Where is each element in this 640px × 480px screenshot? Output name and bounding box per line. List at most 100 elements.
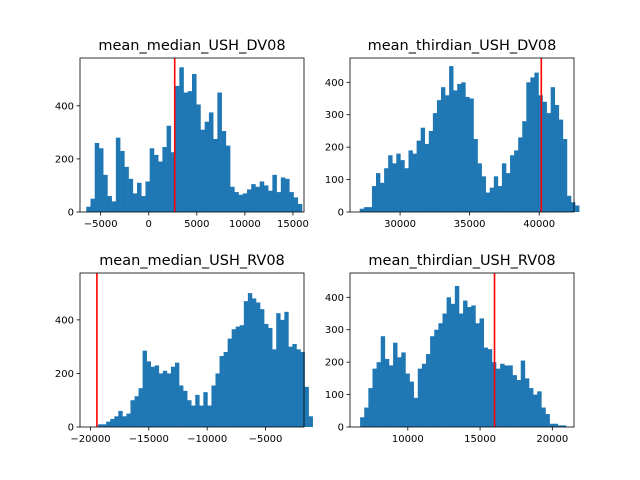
histogram-bar	[360, 417, 365, 427]
histogram-bar	[512, 375, 517, 427]
histogram-bar	[508, 365, 513, 427]
histogram-bar	[438, 323, 443, 427]
histogram-bar	[215, 373, 220, 427]
histogram-bar	[516, 379, 522, 427]
histogram-bar	[575, 205, 580, 212]
histogram-bar	[111, 201, 117, 212]
histogram-bar	[296, 349, 301, 427]
histogram-bar	[450, 303, 456, 427]
histogram-bar	[526, 82, 531, 212]
histogram-bar	[375, 173, 381, 212]
histogram-bar	[230, 186, 235, 212]
histogram-bar	[300, 352, 305, 427]
histogram-bar	[264, 323, 269, 427]
histogram-bar	[192, 73, 197, 213]
histogram-bar	[454, 285, 460, 427]
histogram-bar	[124, 166, 129, 212]
histogram-bar	[162, 370, 168, 427]
histogram-bar	[557, 425, 563, 427]
y-tick-label: 200	[325, 143, 344, 154]
y-tick-label: 400	[55, 101, 74, 112]
histogram-bar	[421, 363, 427, 427]
x-tick-label: 40000	[523, 219, 555, 230]
histogram-bar	[518, 137, 523, 212]
histogram-bar	[146, 361, 152, 427]
histogram-bar	[166, 125, 172, 212]
histogram-bar	[235, 326, 241, 427]
histogram-bar	[187, 91, 193, 212]
histogram-bar	[251, 184, 256, 212]
x-tick-label: 0	[146, 219, 152, 230]
histogram-bar	[292, 343, 297, 427]
histogram-bar	[432, 113, 438, 212]
histogram-bar	[562, 139, 568, 212]
histogram-bar	[558, 119, 564, 212]
y-tick-label: 300	[325, 325, 344, 336]
histogram-bar	[479, 318, 484, 427]
histogram-bar	[424, 143, 430, 212]
histogram-bar	[308, 416, 313, 427]
histogram-bar	[204, 121, 210, 212]
histogram-bar	[465, 96, 470, 212]
histogram-bar	[246, 189, 252, 212]
histogram-bars	[98, 293, 313, 427]
subplot-title: mean_thirdian_USH_RV08	[368, 253, 555, 269]
histogram-bar	[367, 207, 373, 212]
histogram-bar	[413, 397, 419, 427]
histogram-bar	[440, 87, 446, 212]
histogram-bar	[384, 358, 390, 427]
subplot-title: mean_thirdian_USH_DV08	[368, 38, 557, 54]
histogram-bar	[154, 365, 160, 427]
histogram-bar	[260, 309, 265, 427]
histogram-bar	[504, 365, 509, 427]
y-tick-label: 400	[55, 315, 74, 326]
x-tick-label: 10000	[392, 434, 424, 445]
histogram-bar	[179, 67, 184, 212]
histogram-bar	[130, 400, 135, 427]
histogram-bar	[219, 356, 224, 427]
histogram-bar	[106, 421, 111, 427]
y-axis-ticks: 0 200 400	[55, 101, 80, 219]
histogram-bar	[446, 297, 452, 427]
histogram-bar	[496, 368, 501, 427]
histogram-bar	[227, 338, 232, 427]
histogram-bar	[134, 396, 139, 427]
histogram-bar	[199, 405, 204, 427]
histogram-bar	[570, 202, 576, 212]
histogram-bar	[401, 352, 406, 427]
histogram-bar	[522, 121, 527, 212]
histogram-bar	[200, 129, 205, 212]
histogram-bar	[137, 182, 142, 212]
x-tick-label: 35000	[454, 219, 486, 230]
subplot-mean-median-dv08: mean_median_USH_DV08 −5000 0 5000 10000 1500…	[55, 38, 309, 230]
histogram-bar	[426, 354, 431, 427]
histogram-bar	[223, 352, 228, 427]
histogram-bar	[510, 155, 515, 212]
histogram-bar	[392, 163, 397, 212]
y-tick-label: 0	[338, 423, 344, 434]
histogram-bars	[86, 67, 303, 213]
subplot-title: mean_median_USH_RV08	[99, 253, 285, 269]
y-axis-ticks: 0 200 400	[55, 315, 80, 434]
histogram-bar	[528, 388, 534, 427]
x-tick-label: −5000	[84, 219, 118, 230]
y-tick-label: 100	[325, 390, 344, 401]
histogram-bar	[364, 407, 369, 427]
histogram-bar	[211, 385, 216, 427]
histogram-bar	[475, 323, 480, 427]
y-tick-label: 300	[325, 110, 344, 121]
histogram-bar	[285, 178, 290, 212]
histogram-bar	[195, 394, 200, 427]
histogram-bar	[481, 176, 486, 212]
histogram-bar	[120, 150, 125, 212]
y-tick-label: 200	[325, 358, 344, 369]
histogram-bar	[458, 313, 464, 427]
y-tick-label: 200	[55, 154, 74, 165]
histogram-bar	[175, 85, 180, 212]
histogram-bar	[187, 400, 192, 427]
subplot-mean-thirdian-dv08: mean_thirdian_USH_DV08 30000 35000 40000 0…	[325, 38, 580, 230]
histogram-bar	[477, 163, 482, 212]
histogram-bar	[554, 105, 560, 212]
axes-frame	[349, 272, 575, 428]
